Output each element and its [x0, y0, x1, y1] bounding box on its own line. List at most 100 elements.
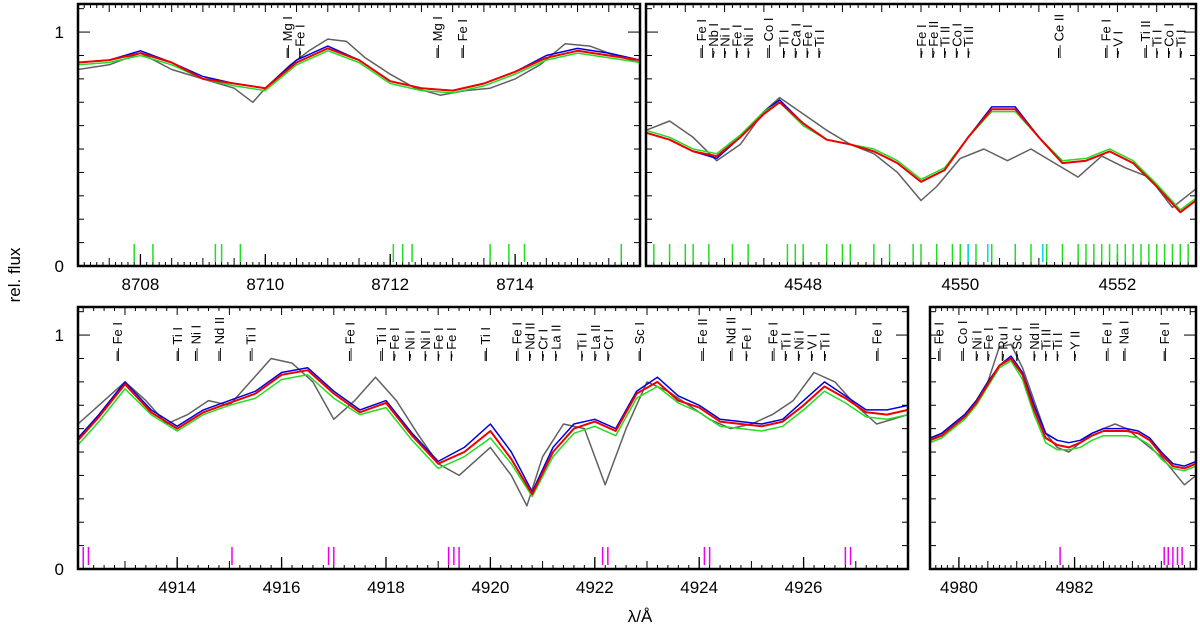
line-id-label: ~ Ti I: [778, 332, 793, 361]
series-line-model_blue: [930, 355, 1196, 467]
line-id-text: ~ Ti I: [818, 332, 833, 361]
line-id-text: — Mg I: [280, 16, 295, 58]
series-line-model_red: [646, 101, 1196, 214]
line-id-label: ~ Fe I: [981, 327, 996, 361]
line-id-text: — Ti II: [1138, 20, 1153, 58]
line-id-text: ~ Nd II: [1027, 322, 1042, 361]
line-id-label: — Ce II: [1052, 14, 1067, 58]
line-id-label: ~ Nd II: [1027, 322, 1042, 361]
y-tick-label: 0: [55, 257, 64, 276]
line-id-text: — Ti I: [170, 327, 185, 361]
x-tick-label: 4980: [940, 578, 978, 597]
line-id-text: ~ Ni I: [718, 27, 733, 58]
line-id-label: — Mg I: [430, 16, 445, 58]
line-id-text: — Nd II: [724, 317, 739, 361]
line-id-text: ~ Cr I: [536, 329, 551, 361]
line-id-label: ~ Fe I: [387, 327, 402, 361]
line-id-label: ~ Co I: [1162, 23, 1177, 58]
line-id-label: — Fe I: [1157, 322, 1172, 361]
line-id-label: — Fe I: [510, 322, 525, 361]
line-id-label: ~ Ni I: [718, 27, 733, 58]
chart-panel-bottom-right: 4980 4982— Fe I — Co I ~ Ni I~ Fe I ~ Ru I ~ …: [928, 305, 1198, 597]
line-id-text: — Ti I: [374, 327, 389, 361]
line-id-text: — Ti I: [243, 327, 258, 361]
line-id-label: ~ Fe I: [729, 24, 744, 58]
x-tick-label: 4926: [785, 578, 823, 597]
series-line-model_green: [78, 50, 640, 94]
line-id-label: ~ Ti II: [938, 26, 953, 58]
line-id-label: ~ La II: [588, 325, 603, 361]
x-tick-label: 8708: [122, 275, 160, 294]
line-id-label: ~ Fe I: [431, 327, 446, 361]
line-id-text: — Fe II: [695, 318, 710, 361]
line-id-text: — Nd II: [212, 317, 227, 361]
line-id-label: ~ Ti II: [1039, 329, 1054, 361]
line-id-text: ~ Ca I: [788, 23, 803, 58]
line-id-label: ~ Fe I: [800, 24, 815, 58]
line-id-text: ~ Fe I: [444, 327, 459, 361]
x-tick-label: 4982: [1056, 578, 1094, 597]
x-tick-label: 8714: [496, 275, 534, 294]
line-id-text: ~ Ni I: [418, 330, 433, 361]
series-line-model_green: [78, 374, 908, 498]
line-id-text: — Fe I: [342, 322, 357, 361]
line-id-text: ~ Ti II: [961, 26, 976, 58]
line-id-label: — Ti I: [243, 327, 258, 361]
line-id-text: — Fe I: [1157, 322, 1172, 361]
line-id-text: ~ Ni I: [403, 330, 418, 361]
line-id-text: — Ti I: [478, 327, 493, 361]
line-id-label: — Ti I: [170, 327, 185, 361]
line-id-label: ~ Sc I: [1010, 327, 1025, 361]
series-line-model_red: [78, 369, 908, 496]
line-id-label: — Fe I: [1099, 19, 1114, 58]
line-id-text: ~ Ru I: [995, 326, 1010, 361]
line-id-text: ~ Nd II: [523, 322, 538, 361]
line-id-label: ~ Fe I: [293, 24, 308, 58]
line-id-label: — Ti II: [1138, 20, 1153, 58]
line-id-text: ~ Fe I: [387, 327, 402, 361]
line-id-label: ~ Ti I: [818, 332, 833, 361]
series-line-model_blue: [78, 367, 908, 493]
series-line-model_red: [930, 357, 1196, 470]
line-id-label: ~ Ti I: [777, 29, 792, 58]
line-id-text: — Co I: [761, 18, 776, 58]
line-id-label: ~ Fe II: [926, 21, 941, 58]
line-id-text: ~ Ni I: [969, 330, 984, 361]
x-tick-label: 4920: [471, 578, 509, 597]
line-id-label: — Fe I: [870, 322, 885, 361]
line-id-label: — Co I: [955, 321, 970, 361]
x-tick-label: 4922: [576, 578, 614, 597]
line-id-text: — Fe I: [932, 322, 947, 361]
series-line-observed: [646, 96, 1196, 209]
line-id-text: — Sc I: [632, 322, 647, 361]
line-id-text: ~ Ti I: [1150, 29, 1165, 58]
line-id-label: ~ Ni I: [791, 330, 806, 361]
line-id-text: ~ Ni I: [791, 330, 806, 361]
panel-frame: [76, 2, 642, 268]
line-id-label: ~ Ti I: [1150, 29, 1165, 58]
line-id-label: ~ V I: [804, 334, 819, 361]
line-id-label: ~ Cr I: [601, 329, 616, 361]
line-id-text: ~ Ti I: [575, 332, 590, 361]
line-id-label: ~ Ni I: [403, 330, 418, 361]
line-id-text: ~ Y II: [1068, 331, 1083, 361]
line-id-label: ~ Ca I: [788, 23, 803, 58]
line-id-text: — Fe I: [765, 322, 780, 361]
line-id-text: — Fe I: [1099, 19, 1114, 58]
series-line-model_green: [646, 101, 1196, 211]
line-id-text: ~ Ni I: [741, 27, 756, 58]
series-line-observed: [78, 38, 640, 104]
line-id-text: — Na I: [1117, 321, 1132, 361]
line-id-text: — Fe I: [455, 19, 470, 58]
line-id-label: ~ Nd II: [523, 322, 538, 361]
line-id-text: — Fe I: [694, 19, 709, 58]
x-tick-label: 4918: [367, 578, 405, 597]
line-id-label: — Na I: [1117, 321, 1132, 361]
series-line-observed: [930, 343, 1196, 486]
line-id-text: ~ Co I: [949, 23, 964, 58]
x-tick-label: 4924: [680, 578, 718, 597]
line-id-label: ~ Fe I: [739, 327, 754, 361]
line-id-label: ~ Ni I: [418, 330, 433, 361]
x-tick-label: 4550: [941, 275, 979, 294]
